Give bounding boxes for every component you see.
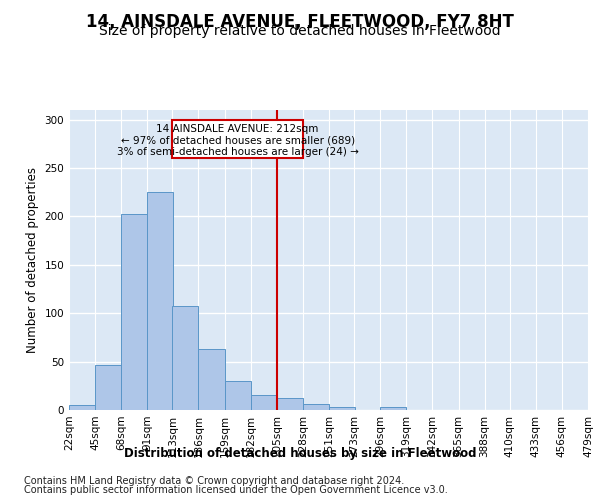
Bar xyxy=(303,404,329,410)
Bar xyxy=(199,349,224,410)
Text: ← 97% of detached houses are smaller (689): ← 97% of detached houses are smaller (68… xyxy=(121,136,355,145)
Bar xyxy=(380,407,406,410)
Bar xyxy=(69,405,95,410)
Y-axis label: Number of detached properties: Number of detached properties xyxy=(26,167,39,353)
Bar xyxy=(224,381,251,410)
Text: Contains HM Land Registry data © Crown copyright and database right 2024.: Contains HM Land Registry data © Crown c… xyxy=(24,476,404,486)
Text: 14, AINSDALE AVENUE, FLEETWOOD, FY7 8HT: 14, AINSDALE AVENUE, FLEETWOOD, FY7 8HT xyxy=(86,12,514,30)
Bar xyxy=(251,396,277,410)
Bar xyxy=(121,214,148,410)
Bar xyxy=(172,306,199,410)
Bar xyxy=(277,398,303,410)
Bar xyxy=(95,366,121,410)
FancyBboxPatch shape xyxy=(172,120,303,158)
Text: 3% of semi-detached houses are larger (24) →: 3% of semi-detached houses are larger (2… xyxy=(117,147,359,157)
Bar xyxy=(329,407,355,410)
Text: Size of property relative to detached houses in Fleetwood: Size of property relative to detached ho… xyxy=(99,24,501,38)
Text: Distribution of detached houses by size in Fleetwood: Distribution of detached houses by size … xyxy=(124,448,476,460)
Text: Contains public sector information licensed under the Open Government Licence v3: Contains public sector information licen… xyxy=(24,485,448,495)
Bar xyxy=(148,192,173,410)
Text: 14 AINSDALE AVENUE: 212sqm: 14 AINSDALE AVENUE: 212sqm xyxy=(157,124,319,134)
